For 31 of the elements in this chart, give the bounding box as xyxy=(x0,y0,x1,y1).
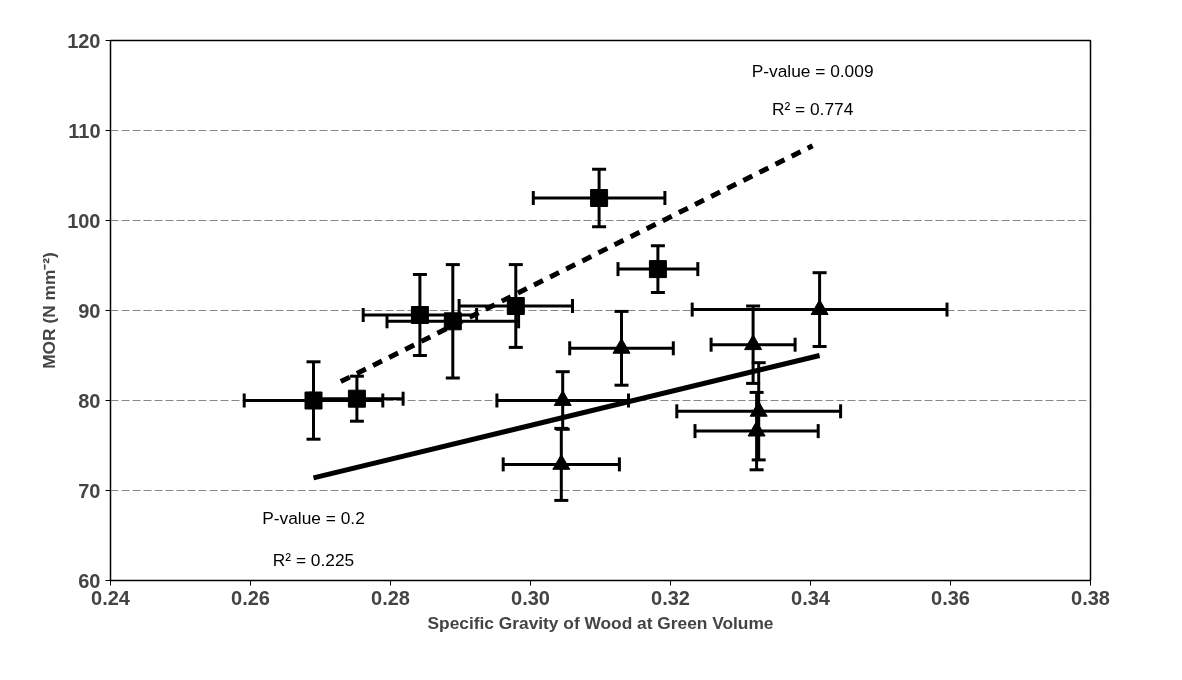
annotation: P-value = 0.009 xyxy=(751,60,874,81)
x-tick-label: 0.30 xyxy=(511,586,550,609)
y-tick-label: 90 xyxy=(78,299,101,322)
point xyxy=(552,454,571,470)
y-tick-label: 110 xyxy=(68,119,101,142)
y-axis-title: MOR (N mm⁻²) xyxy=(39,252,60,369)
point xyxy=(304,391,323,410)
x-tick-label: 0.26 xyxy=(231,586,270,609)
point xyxy=(747,420,766,437)
y-tick-label: 80 xyxy=(78,389,101,412)
y-tick-label: 70 xyxy=(78,479,101,502)
point xyxy=(347,389,366,408)
y-tick-label: 60 xyxy=(78,569,101,592)
annotation: R² = 0.774 xyxy=(771,98,854,119)
point xyxy=(648,260,667,279)
x-tick-label: 0.34 xyxy=(791,586,831,609)
point xyxy=(410,306,429,324)
point xyxy=(810,299,829,316)
annotation: P-value = 0.2 xyxy=(262,507,365,528)
y-tick-label: 120 xyxy=(67,29,101,52)
x-tick-label: 0.32 xyxy=(651,586,690,609)
point xyxy=(744,334,763,351)
annotation: R² = 0.225 xyxy=(272,549,355,570)
point xyxy=(553,390,572,406)
x-axis-title: Specific Gravity of Wood at Green Volume xyxy=(427,612,774,633)
point xyxy=(590,189,609,207)
y-tick-label: 100 xyxy=(67,209,101,232)
x-tick-label: 0.38 xyxy=(1071,586,1110,609)
x-tick-label: 0.28 xyxy=(371,586,410,609)
point xyxy=(506,297,525,315)
x-tick-label: 0.36 xyxy=(931,586,970,609)
